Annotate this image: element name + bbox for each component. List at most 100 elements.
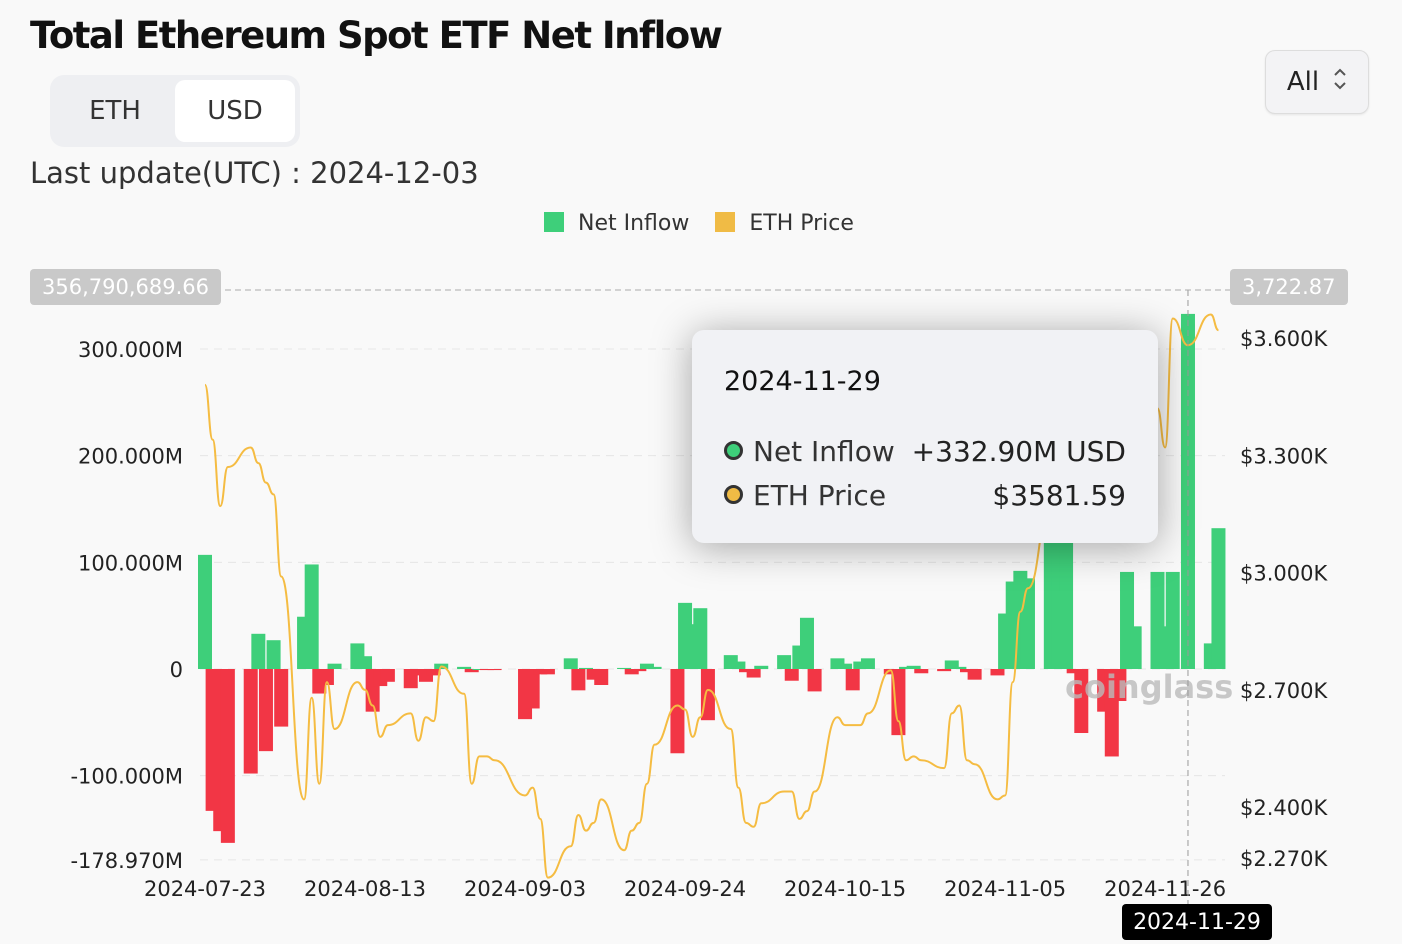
bar-positive: [304, 564, 319, 669]
bar-positive: [799, 617, 814, 669]
bar-positive: [579, 667, 593, 669]
green-dot-icon: [724, 440, 743, 460]
bar-positive: [1211, 528, 1226, 669]
x-tick-label: 2024-11-05: [944, 877, 1066, 901]
toggle-usd[interactable]: USD: [175, 80, 295, 142]
bar-negative: [914, 669, 929, 674]
bar-negative: [533, 669, 548, 675]
bar-positive: [266, 640, 281, 669]
bar-negative: [632, 669, 647, 672]
tooltip: 2024-11-29 Net Inflow +332.90M USD ETH P…: [692, 330, 1158, 543]
unit-toggle: ETH USD: [50, 75, 300, 147]
bar-positive: [731, 661, 746, 669]
legend-swatch: [715, 212, 736, 232]
bar-positive: [777, 655, 792, 669]
bar-positive: [1165, 571, 1180, 669]
bar-negative: [274, 669, 289, 727]
bar-negative: [487, 669, 502, 671]
bar-positive: [563, 658, 578, 669]
x-tick-label: 2024-07-23: [144, 877, 266, 901]
bar-positive: [944, 660, 959, 669]
bar-negative: [746, 669, 761, 678]
chevron-up-down-icon: [1333, 65, 1347, 100]
x-tick-label: 2024-11-26: [1104, 877, 1226, 901]
y-right-tick-label: $3.300K: [1240, 444, 1328, 468]
bar-negative: [380, 669, 395, 682]
bar-negative: [1112, 669, 1127, 702]
y-right-tick-label: $3.000K: [1240, 562, 1328, 586]
bar-negative: [571, 669, 586, 691]
crosshair-x-label: 2024-11-29: [1122, 904, 1272, 940]
bar-negative: [1066, 669, 1081, 674]
chart-legend: Net Inflow ETH Price: [544, 211, 854, 236]
bar-positive: [647, 666, 662, 669]
bar-negative: [540, 669, 555, 675]
x-tick-label: 2024-09-03: [464, 877, 586, 901]
bar-positive: [1127, 626, 1142, 669]
toggle-eth[interactable]: ETH: [89, 96, 141, 126]
bar-negative: [960, 669, 974, 673]
bar-negative: [784, 669, 799, 681]
bar-negative: [594, 669, 609, 686]
y-left-tick-label: 300.000M: [78, 338, 183, 362]
bar-negative: [319, 669, 334, 686]
bar-negative: [937, 669, 952, 672]
range-select[interactable]: All: [1265, 50, 1369, 114]
bar-positive: [899, 666, 914, 669]
y-left-tick-label: -178.970M: [70, 849, 183, 873]
tooltip-row-eth-price: ETH Price $3581.59: [724, 473, 1126, 517]
y-left-tick-label: -100.000M: [70, 765, 183, 789]
legend-swatch: [544, 212, 564, 232]
bar-negative: [807, 669, 822, 692]
bar-positive: [830, 658, 845, 669]
range-select-value: All: [1286, 67, 1320, 97]
legend-net-inflow[interactable]: Net Inflow: [544, 211, 689, 236]
tooltip-row-net-inflow: Net Inflow +332.90M USD: [724, 429, 1126, 473]
bar-negative: [739, 669, 754, 673]
bar-positive: [906, 665, 921, 669]
bar-negative: [243, 669, 258, 774]
bar-positive: [251, 633, 266, 669]
bar-positive: [853, 661, 868, 669]
bar-negative: [220, 669, 235, 843]
x-tick-label: 2024-10-15: [784, 877, 906, 901]
bar-negative: [411, 669, 426, 676]
bar-negative: [883, 669, 898, 675]
y-left-tick-label: 0: [170, 658, 183, 682]
bar-positive: [327, 663, 342, 669]
bar-positive: [358, 656, 373, 669]
legend-eth-price[interactable]: ETH Price: [715, 211, 854, 236]
crosshair-left-value: 356,790,689.66: [30, 269, 221, 305]
y-left-tick-label: 100.000M: [78, 551, 183, 575]
y-right-tick-label: $2.270K: [1240, 847, 1328, 871]
watermark-logo: coinglass: [1065, 668, 1233, 706]
bar-negative: [464, 669, 479, 673]
bar-negative: [479, 669, 494, 671]
x-tick-label: 2024-08-13: [304, 877, 426, 901]
bar-positive: [457, 666, 472, 669]
bar-positive: [860, 658, 875, 669]
bar-negative: [586, 669, 601, 680]
bar-negative: [525, 669, 540, 709]
bar-positive: [693, 608, 708, 669]
bar-positive: [1059, 513, 1074, 669]
bar-positive: [754, 665, 769, 669]
bar-negative: [1074, 669, 1089, 734]
bar-negative: [845, 669, 860, 691]
bar-positive: [952, 666, 967, 669]
y-left-tick-label: 200.000M: [78, 445, 183, 469]
bar-negative: [990, 669, 1005, 676]
yellow-dot-icon: [724, 484, 743, 504]
bar-positive: [617, 667, 632, 669]
y-right-tick-label: $2.400K: [1240, 796, 1328, 820]
bar-positive: [472, 669, 487, 670]
bar-negative: [426, 669, 441, 676]
tooltip-date: 2024-11-29: [724, 366, 881, 397]
x-tick-label: 2024-09-24: [624, 877, 746, 901]
bar-positive: [198, 554, 212, 669]
bar-negative: [624, 669, 639, 675]
crosshair-right-value: 3,722.87: [1230, 269, 1348, 305]
y-right-tick-label: $3.600K: [1240, 327, 1328, 351]
page-title: Total Ethereum Spot ETF Net Inflow: [30, 14, 723, 57]
